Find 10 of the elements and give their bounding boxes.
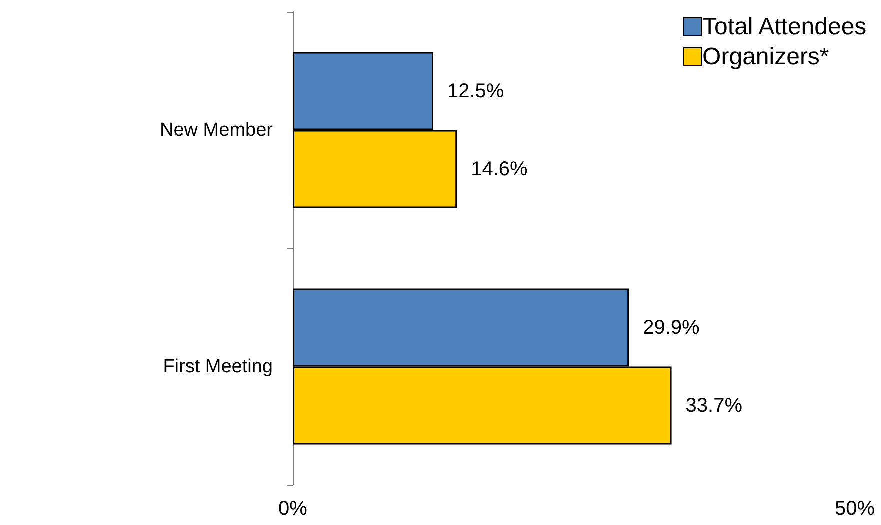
legend-label: Organizers* [702, 44, 830, 70]
data-label: 29.9% [643, 316, 700, 339]
data-label: 33.7% [686, 394, 743, 417]
y-tick-label: First Meeting [163, 356, 273, 378]
data-label: 12.5% [448, 80, 504, 102]
legend-label: Total Attendees [702, 14, 867, 40]
data-label: 14.6% [471, 158, 528, 180]
y-tick-label: New Member [160, 120, 274, 141]
x-tick-label: 50% [834, 498, 876, 520]
x-tick-label: 0% [278, 498, 308, 520]
